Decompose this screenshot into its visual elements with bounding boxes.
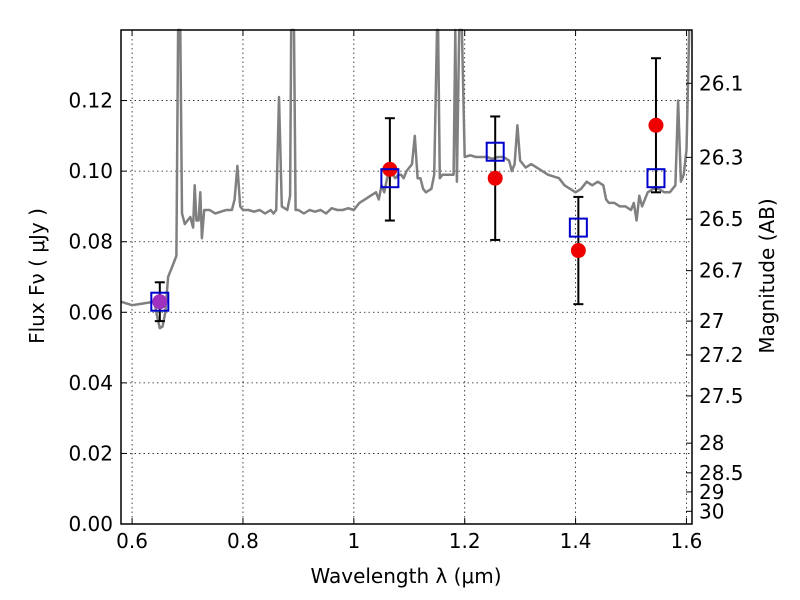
right-tick-label: 28 bbox=[699, 431, 724, 455]
plot-frame bbox=[120, 29, 693, 525]
model-points bbox=[150, 141, 666, 312]
x-axis-ticks: 0.6 0.8 1 1.2 1.4 1.6 bbox=[116, 30, 702, 553]
right-axis-label: Magnitude (AB) bbox=[755, 198, 779, 353]
right-tick-label: 27.2 bbox=[699, 343, 744, 367]
observed-point bbox=[570, 243, 586, 259]
observed-point bbox=[152, 294, 168, 310]
y-tick-label: 0.12 bbox=[68, 89, 113, 113]
x-tick-label: 1.6 bbox=[671, 529, 703, 553]
right-tick-label: 28.5 bbox=[699, 461, 744, 485]
y-axis-ticks: 0.00 0.02 0.04 0.06 0.08 0.10 0.12 bbox=[68, 89, 127, 536]
observed-point bbox=[648, 117, 664, 133]
y-tick-label: 0.06 bbox=[68, 300, 113, 324]
right-tick-label: 26.1 bbox=[699, 71, 744, 95]
right-tick-label: 29 bbox=[699, 480, 724, 504]
y-tick-label: 0.08 bbox=[68, 230, 113, 254]
x-tick-label: 1.2 bbox=[449, 529, 481, 553]
right-tick-label: 26.3 bbox=[699, 145, 744, 169]
model-spectrum-line bbox=[120, 28, 691, 330]
observed-point bbox=[487, 170, 503, 186]
x-axis-label: Wavelength λ (μm) bbox=[310, 564, 501, 588]
model-point bbox=[150, 291, 170, 312]
right-tick-label: 30 bbox=[699, 499, 724, 523]
y-tick-label: 0.04 bbox=[68, 371, 113, 395]
model-point bbox=[485, 141, 505, 162]
y-tick-label: 0.10 bbox=[68, 159, 113, 183]
right-tick-label: 26.5 bbox=[699, 207, 744, 231]
model-point bbox=[380, 168, 400, 189]
right-tick-label: 26.7 bbox=[699, 259, 744, 283]
y-tick-label: 0.00 bbox=[68, 512, 113, 536]
right-tick-label: 27 bbox=[699, 309, 724, 333]
x-tick-label: 0.8 bbox=[227, 529, 259, 553]
y-tick-label: 0.02 bbox=[68, 441, 113, 465]
model-point bbox=[646, 168, 666, 189]
x-tick-label: 1.4 bbox=[560, 529, 592, 553]
x-tick-label: 1 bbox=[347, 529, 360, 553]
right-tick-label: 27.5 bbox=[699, 384, 744, 408]
model-point bbox=[568, 217, 588, 238]
x-tick-label: 0.6 bbox=[116, 529, 148, 553]
y-axis-label: Flux Fν ( μJy ) bbox=[25, 208, 49, 344]
